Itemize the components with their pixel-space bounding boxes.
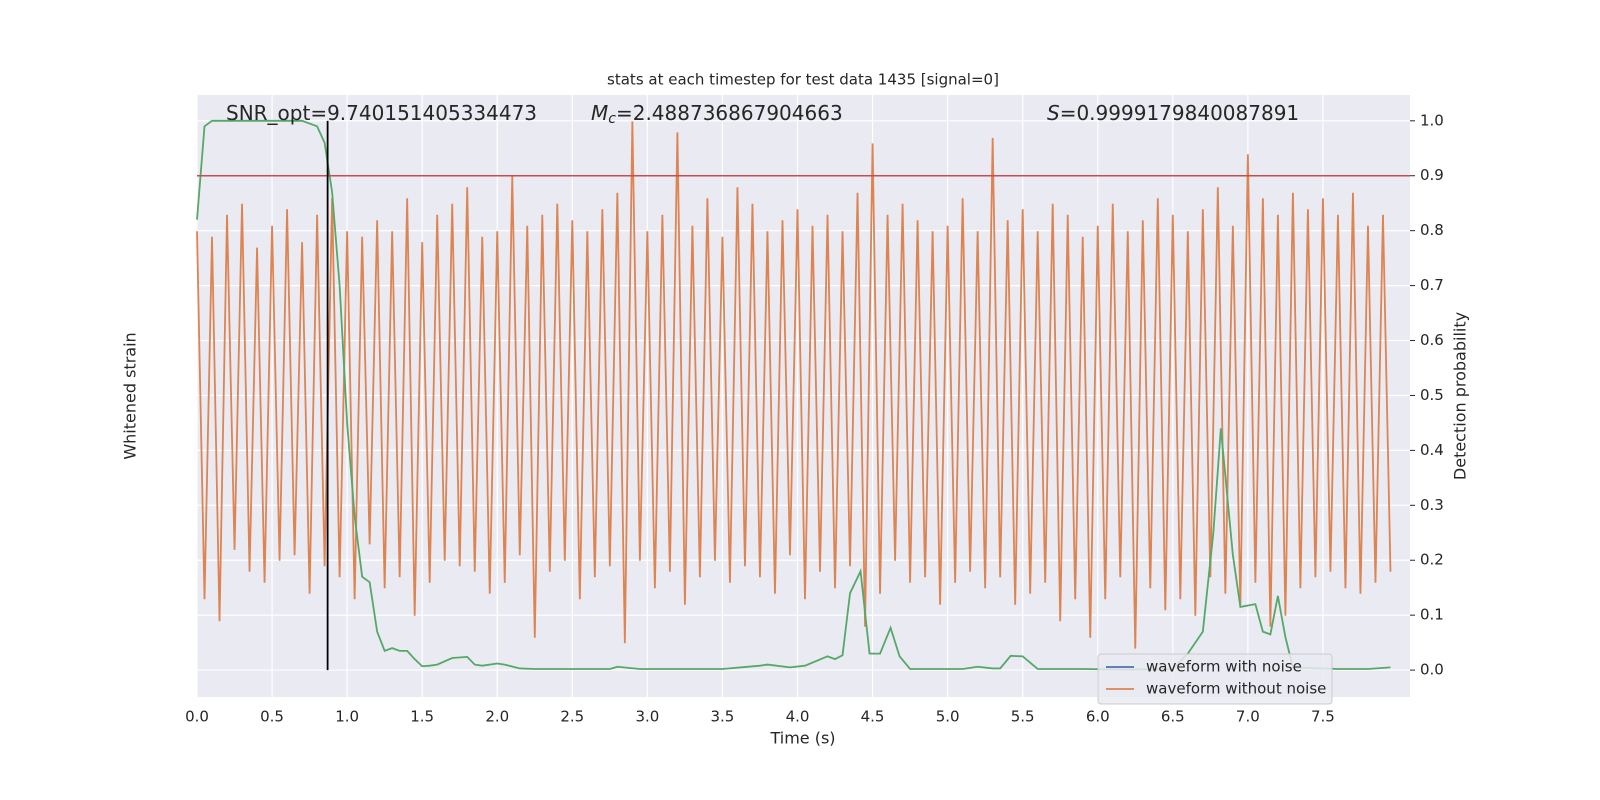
annotation-symbol: M bbox=[591, 101, 608, 125]
legend-label: waveform with noise bbox=[1146, 658, 1302, 676]
x-tick-label: 2.5 bbox=[560, 708, 584, 726]
y2-tick-label: 0.4 bbox=[1420, 441, 1444, 459]
x-tick-label: 3.5 bbox=[711, 708, 735, 726]
y2-tick-label: 0.1 bbox=[1420, 606, 1444, 624]
y2-tick-label: 0.5 bbox=[1420, 386, 1444, 404]
y2-tick-label: 0.9 bbox=[1420, 166, 1444, 184]
x-tick-label: 5.0 bbox=[936, 708, 960, 726]
x-tick-label: 7.5 bbox=[1311, 708, 1335, 726]
annotation-text: =2.488736867904663 bbox=[616, 101, 843, 125]
x-tick-label: 1.5 bbox=[410, 708, 434, 726]
annotation-subscript: c bbox=[608, 111, 616, 127]
y2-tick-label: 0.0 bbox=[1420, 661, 1444, 679]
y2-tick-label: 0.2 bbox=[1420, 551, 1444, 569]
y2-tick-label: 0.8 bbox=[1420, 221, 1444, 239]
x-tick-label: 6.5 bbox=[1161, 708, 1185, 726]
y2-tick-label: 0.7 bbox=[1420, 276, 1444, 294]
annotation: S=0.9999179840087891 bbox=[1047, 101, 1299, 125]
annotation-text: SNR_opt=9.740151405334473 bbox=[226, 101, 537, 125]
x-tick-label: 0.0 bbox=[185, 708, 209, 726]
x-tick-label: 5.5 bbox=[1011, 708, 1035, 726]
x-tick-label: 7.0 bbox=[1236, 708, 1260, 726]
x-tick-label: 3.0 bbox=[635, 708, 659, 726]
legend-box bbox=[1097, 653, 1333, 705]
chart-title: stats at each timestep for test data 143… bbox=[607, 71, 999, 89]
y2-tick-label: 1.0 bbox=[1420, 111, 1444, 129]
y2-tick-label: 0.3 bbox=[1420, 496, 1444, 514]
y-axis-label: Whitened strain bbox=[121, 332, 140, 459]
annotation: SNR_opt=9.740151405334473 bbox=[226, 101, 537, 125]
series-line bbox=[196, 121, 1392, 649]
x-tick-label: 4.5 bbox=[861, 708, 885, 726]
annotation-text: =0.9999179840087891 bbox=[1060, 101, 1299, 125]
x-tick-label: 2.0 bbox=[485, 708, 509, 726]
y2-tick-label: 0.6 bbox=[1420, 331, 1444, 349]
annotation-symbol: S bbox=[1047, 101, 1060, 125]
annotation: Mc=2.488736867904663 bbox=[591, 101, 843, 128]
x-tick-label: 1.0 bbox=[335, 708, 359, 726]
legend-label: waveform without noise bbox=[1146, 680, 1326, 698]
x-tick-label: 0.5 bbox=[260, 708, 284, 726]
y2-axis-label: Detection probability bbox=[1451, 312, 1470, 480]
x-tick-label: 6.0 bbox=[1086, 708, 1110, 726]
x-tick-label: 4.0 bbox=[786, 708, 810, 726]
series-line bbox=[196, 119, 1391, 671]
x-axis-label: Time (s) bbox=[769, 729, 835, 748]
